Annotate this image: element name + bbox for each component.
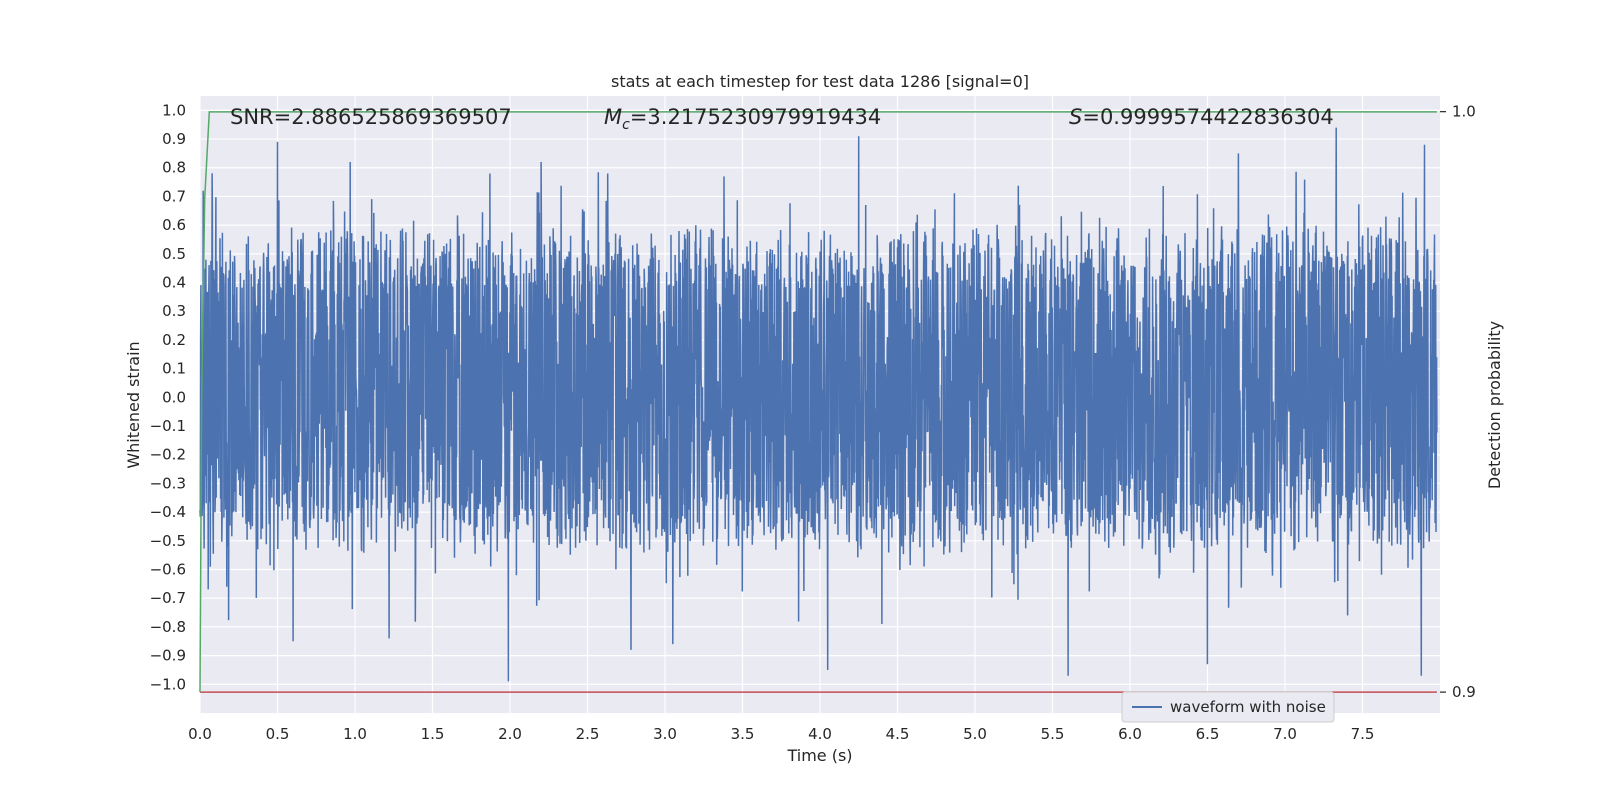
waveform-line <box>199 127 1438 682</box>
x-tick-label: 3.0 <box>653 725 677 743</box>
y2-tick-label: 1.0 <box>1452 103 1476 121</box>
x-tick-label: 7.5 <box>1351 725 1375 743</box>
x-tick-label: 5.5 <box>1041 725 1065 743</box>
y-axis-ticks: 1.0 0.9 0.8 0.7 0.6 0.5 0.4 0.3 0.2 0.1 0.0 −0.1 −0.… <box>150 101 186 693</box>
y-axis-label: Whitened strain <box>124 341 143 468</box>
y-tick-label: 0.7 <box>162 187 186 205</box>
x-tick-label: 4.0 <box>808 725 832 743</box>
y-tick-label: −0.5 <box>150 532 186 550</box>
x-tick-label: 1.5 <box>421 725 445 743</box>
y-tick-label: 0.0 <box>162 388 186 406</box>
detection-probability-line <box>199 111 1437 693</box>
y2-tick-label: 0.9 <box>1452 683 1476 701</box>
x-tick-label: 4.5 <box>886 725 910 743</box>
y-tick-label: −1.0 <box>150 675 186 693</box>
x-tick-label: 5.0 <box>963 725 987 743</box>
x-axis-label: Time (s) <box>786 746 852 765</box>
legend-box <box>1121 691 1335 723</box>
y-tick-label: −0.8 <box>150 618 186 636</box>
legend: waveform with noise <box>1121 691 1335 723</box>
y2-axis-label: Detection probability <box>1485 321 1504 489</box>
y-tick-label: 0.2 <box>162 331 186 349</box>
x-tick-label: 6.5 <box>1196 725 1220 743</box>
y-tick-label: 0.5 <box>162 245 186 263</box>
x-tick-label: 3.5 <box>731 725 755 743</box>
y-tick-label: −0.9 <box>150 647 186 665</box>
y-tick-label: 0.6 <box>162 216 186 234</box>
y-tick-label: −0.3 <box>150 474 186 492</box>
y-tick-label: 0.8 <box>162 159 186 177</box>
s-annotation: S=0.9999574422836304 <box>1069 105 1334 129</box>
x-tick-label: 2.0 <box>498 725 522 743</box>
x-tick-label: 0.0 <box>188 725 212 743</box>
y-tick-label: −0.6 <box>150 561 186 579</box>
y-tick-label: 0.9 <box>162 130 186 148</box>
y-tick-label: −0.7 <box>150 589 186 607</box>
y-tick-label: 0.1 <box>162 360 186 378</box>
y-tick-label: −0.2 <box>150 446 186 464</box>
y2-axis-ticks: 1.0 0.9 <box>1440 103 1476 701</box>
y-tick-label: 1.0 <box>162 101 186 119</box>
mc-annotation: Mc=3.2175230979919434 <box>604 105 881 133</box>
x-tick-label: 6.0 <box>1118 725 1142 743</box>
x-tick-label: 0.5 <box>266 725 290 743</box>
x-axis-ticks: 0.0 0.5 1.0 1.5 2.0 2.5 3.0 3.5 4.0 4.5 5.0 5.5 6.0 6… <box>188 725 1374 743</box>
y-tick-label: −0.4 <box>150 503 186 521</box>
y-tick-label: 0.4 <box>162 274 186 292</box>
y-tick-label: −0.1 <box>150 417 186 435</box>
x-tick-label: 1.0 <box>343 725 367 743</box>
x-tick-label: 2.5 <box>576 725 600 743</box>
snr-annotation: SNR=2.886525869369507 <box>230 105 512 129</box>
y-tick-label: 0.3 <box>162 302 186 320</box>
x-tick-label: 7.0 <box>1273 725 1297 743</box>
chart-title: stats at each timestep for test data 128… <box>611 72 1029 91</box>
legend-entry: waveform with noise <box>1170 698 1326 716</box>
